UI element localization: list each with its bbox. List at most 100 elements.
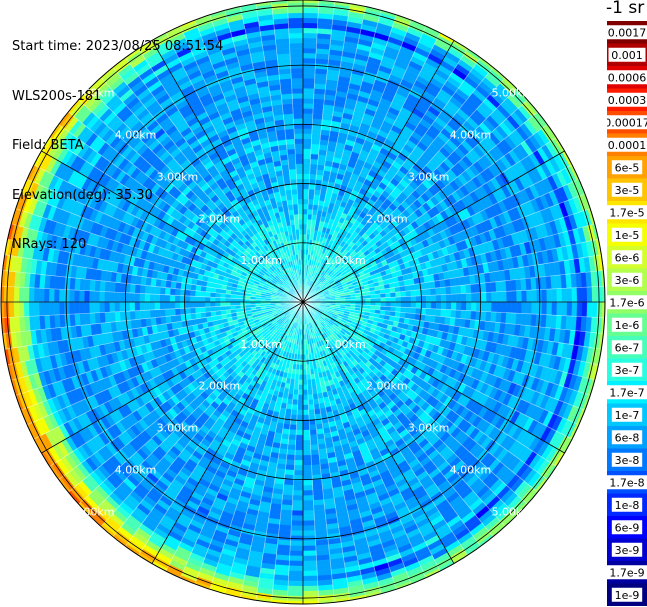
range-gate-cell <box>292 394 299 401</box>
range-gate-cell <box>302 183 310 190</box>
range-gate-cell <box>486 301 492 313</box>
range-gate-cell <box>292 485 304 491</box>
range-gate-cell <box>293 470 304 476</box>
range-gate-cell <box>302 570 318 577</box>
range-gate-cell <box>290 540 304 547</box>
range-gate-cell <box>302 389 309 396</box>
range-gate-cell <box>501 291 507 303</box>
range-gate-cell <box>302 394 309 401</box>
range-gate-cell <box>308 188 315 195</box>
range-gate-cell <box>302 444 311 451</box>
range-gate-cell <box>312 103 324 110</box>
range-gate-cell <box>302 2 319 9</box>
range-gate-cell <box>290 530 304 537</box>
range-gate-cell <box>385 301 392 307</box>
range-gate-cell <box>284 469 295 476</box>
range-gate-cell <box>302 163 311 170</box>
range-gate-cell <box>302 113 314 119</box>
range-gate-cell <box>485 282 492 293</box>
range-gate-cell <box>302 218 308 225</box>
range-gate-cell <box>311 459 321 466</box>
range-gate-cell <box>295 429 304 436</box>
range-gate-cell <box>461 301 467 311</box>
range-gate-cell <box>302 208 309 215</box>
range-gate-cell <box>596 286 603 303</box>
range-gate-cell <box>312 489 324 496</box>
range-gate-cell <box>425 301 432 309</box>
range-gate-cell <box>375 301 382 307</box>
range-gate-cell <box>410 301 417 309</box>
range-gate-cell <box>470 310 477 321</box>
range-gate-cell <box>302 72 316 79</box>
range-gate-cell <box>309 163 318 170</box>
range-gate-cell <box>561 288 568 303</box>
range-gate-cell <box>296 414 304 421</box>
range-gate-cell <box>288 429 297 436</box>
range-gate-cell <box>302 168 311 175</box>
range-gate-cell <box>302 193 309 200</box>
range-gate-cell <box>395 296 402 303</box>
range-gate-cell <box>294 460 304 466</box>
range-gate-cell <box>591 301 598 318</box>
range-gate-cell <box>516 301 522 314</box>
range-gate-cell <box>311 133 321 140</box>
range-gate-cell <box>291 520 304 526</box>
range-gate-cell <box>286 454 296 461</box>
range-gate-cell <box>313 499 325 506</box>
range-gate-cell <box>505 312 512 324</box>
range-gate-cell <box>410 290 417 297</box>
range-gate-cell <box>293 480 304 486</box>
range-gate-cell <box>430 308 437 317</box>
range-gate-cell <box>302 67 316 74</box>
range-gate-cell <box>302 22 318 29</box>
range-gate-cell <box>291 409 298 416</box>
range-gate-cell <box>308 409 315 416</box>
range-gate-cell <box>302 460 312 466</box>
range-gate-cell <box>302 580 319 587</box>
range-gate-cell <box>506 301 512 314</box>
range-gate-cell <box>546 301 553 316</box>
range-gate-cell <box>481 301 487 312</box>
range-gate-cell <box>302 37 317 44</box>
range-gate-cell <box>302 188 310 195</box>
range-gate-cell <box>298 384 304 391</box>
range-gate-cell <box>495 281 502 293</box>
range-gate-cell <box>302 455 312 461</box>
range-gate-cell <box>289 550 304 557</box>
range-gate-cell <box>302 103 314 109</box>
range-gate-cell <box>292 490 304 496</box>
range-gate-cell <box>283 484 294 491</box>
range-gate-cell <box>445 294 452 303</box>
range-gate-cell <box>311 138 321 145</box>
range-gate-cell <box>297 394 304 401</box>
range-gate-cell <box>302 550 317 557</box>
range-gate-cell <box>307 203 314 210</box>
range-gate-cell <box>496 301 502 313</box>
range-gate-cell <box>410 307 417 314</box>
range-gate-cell <box>450 301 457 311</box>
range-gate-cell <box>302 374 308 381</box>
range-gate-cell <box>506 290 512 303</box>
range-gate-cell <box>546 288 553 303</box>
range-gate-cell <box>308 183 316 190</box>
range-gate-cell <box>291 404 298 411</box>
range-gate-cell <box>302 590 319 597</box>
range-gate-cell <box>310 158 319 165</box>
range-gate-cell <box>425 295 432 303</box>
range-gate-cell <box>302 495 314 501</box>
range-gate-cell <box>551 301 558 316</box>
range-gate-cell <box>281 504 293 511</box>
range-gate-cell <box>287 590 304 597</box>
range-gate-cell <box>455 285 462 295</box>
range-gate-cell <box>302 585 319 592</box>
range-gate-cell <box>491 291 497 303</box>
range-gate-cell <box>302 545 317 552</box>
range-gate-cell <box>308 404 315 411</box>
range-gate-cell <box>496 291 502 303</box>
range-gate-cell <box>295 439 304 446</box>
range-gate-cell <box>302 7 319 14</box>
range-gate-cell <box>302 143 312 149</box>
range-gate-cell <box>310 153 319 160</box>
range-gate-cell <box>287 595 304 602</box>
range-gate-cell <box>511 290 517 303</box>
